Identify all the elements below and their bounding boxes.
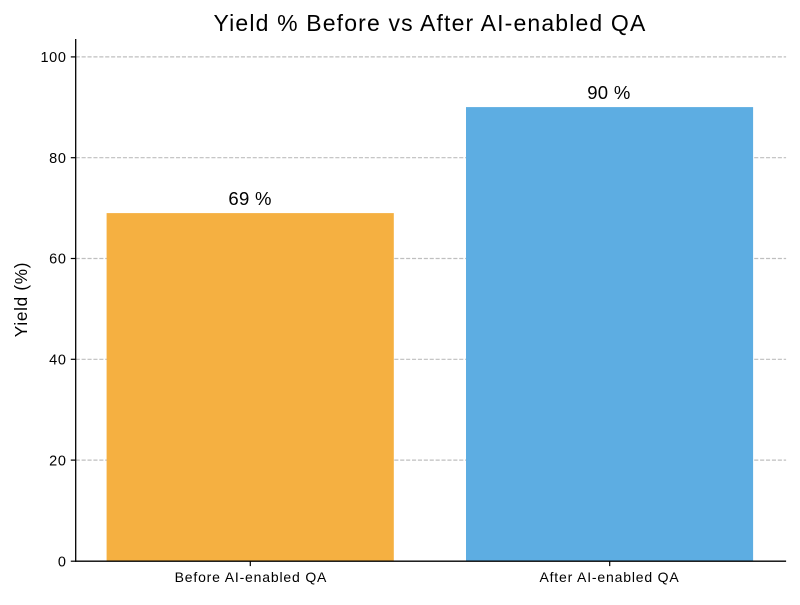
- svg-text:80: 80: [49, 151, 66, 167]
- svg-text:Yield (%): Yield (%): [11, 262, 31, 337]
- svg-text:After AI-enabled QA: After AI-enabled QA: [539, 569, 679, 585]
- svg-text:100: 100: [41, 50, 67, 66]
- svg-text:20: 20: [49, 453, 66, 469]
- svg-text:0: 0: [58, 554, 67, 570]
- svg-text:60: 60: [49, 252, 66, 268]
- svg-text:Yield % Before vs After AI-ena: Yield % Before vs After AI-enabled QA: [214, 10, 647, 36]
- svg-text:90 %: 90 %: [587, 82, 630, 103]
- svg-text:40: 40: [49, 353, 66, 369]
- svg-text:69 %: 69 %: [228, 188, 271, 209]
- svg-text:Before AI-enabled QA: Before AI-enabled QA: [175, 569, 328, 585]
